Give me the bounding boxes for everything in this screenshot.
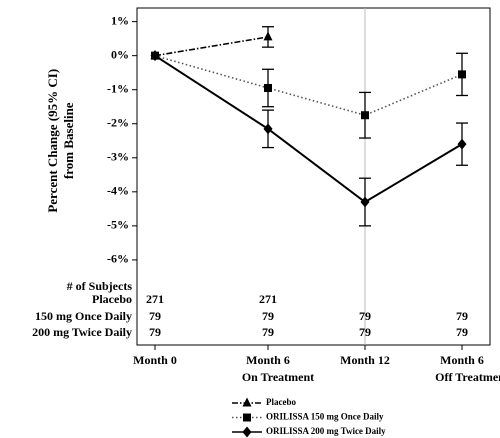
- subjects-count: 271: [146, 292, 164, 306]
- series-line: [154, 36, 269, 57]
- y-axis-label-line: Percent Change (95% CI): [45, 69, 60, 213]
- legend-label: ORILISSA 200 mg Twice Daily: [266, 426, 386, 436]
- subjects-count: 79: [456, 309, 468, 323]
- subjects-count: 79: [149, 309, 161, 323]
- marker: [361, 111, 369, 120]
- x-tick-label: Month 12: [340, 353, 390, 367]
- marker: [457, 138, 467, 150]
- subjects-row-label: 200 mg Twice Daily: [32, 325, 132, 339]
- y-tick-label: -4%: [107, 184, 129, 198]
- subjects-count: 271: [259, 292, 277, 306]
- subjects-count: 79: [359, 325, 371, 339]
- subjects-title: # of Subjects: [67, 279, 133, 293]
- series-line: [154, 54, 463, 204]
- marker: [458, 70, 466, 79]
- marker: [263, 123, 273, 135]
- subjects-count: 79: [456, 325, 468, 339]
- marker: [264, 83, 272, 92]
- marker: [360, 196, 370, 208]
- legend: Placebo ORILISSA 150 mg Once Daily ORILISS…: [232, 397, 386, 438]
- x-tick-label: Month 6: [440, 353, 484, 367]
- legend-label: ORILISSA 150 mg Once Daily: [266, 412, 384, 422]
- y-tick-label: -6%: [107, 252, 129, 266]
- marker: [242, 426, 252, 438]
- y-axis-label-line: from Baseline: [61, 102, 76, 179]
- subjects-count: 79: [262, 309, 274, 323]
- y-tick-label: -1%: [107, 81, 129, 95]
- plot-frame: [136, 7, 491, 346]
- marker: [242, 397, 252, 407]
- x-tick-note: On Treatment: [242, 370, 314, 384]
- y-tick-label: -5%: [107, 218, 129, 232]
- y-tick-label: 1%: [111, 13, 129, 27]
- subjects-count: 79: [359, 309, 371, 323]
- x-tick-label: Month 6: [246, 353, 290, 367]
- x-tick-label: Month 0: [133, 353, 177, 367]
- y-axis-label: Percent Change (95% CI) from Baseline: [45, 69, 76, 213]
- subjects-count: 79: [149, 325, 161, 339]
- subjects-count: 79: [262, 325, 274, 339]
- x-tick-note: Off Treatment: [435, 370, 500, 384]
- marker: [150, 50, 160, 62]
- marker: [243, 413, 251, 422]
- y-tick-label: 0%: [111, 47, 129, 61]
- subjects-row-label: 150 mg Once Daily: [35, 309, 132, 323]
- marker: [263, 31, 273, 41]
- subjects-row-label: Placebo: [92, 292, 132, 306]
- y-tick-label: -2%: [107, 115, 129, 129]
- legend-label: Placebo: [266, 397, 296, 407]
- y-tick-label: -3%: [107, 150, 129, 164]
